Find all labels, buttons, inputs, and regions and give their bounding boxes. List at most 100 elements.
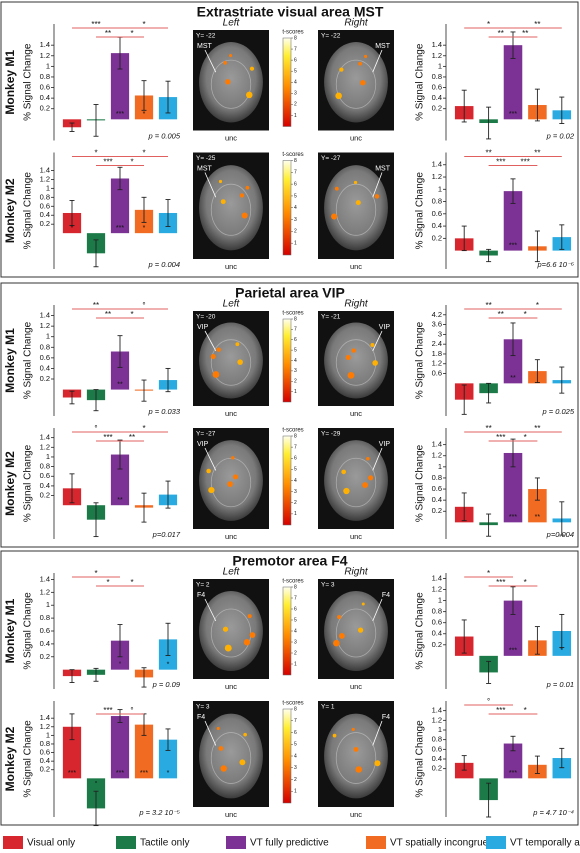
y-tick-label: 1 <box>46 730 50 739</box>
comparison-label: ** <box>534 149 540 158</box>
bar-label: * <box>71 225 74 232</box>
colorbar-tick-label: 5 <box>294 69 297 75</box>
y-tick-label: 0.2 <box>40 104 50 113</box>
colorbar-tick-label: 3 <box>294 217 297 223</box>
hemisphere-label: Left <box>223 299 241 310</box>
region-arrow <box>372 447 383 471</box>
region-arrow <box>372 330 383 352</box>
brain-slice-inner <box>335 59 377 109</box>
colorbar-tick-label: 6 <box>294 456 297 462</box>
threshold-label: unc <box>225 262 237 271</box>
y-tick-label: 0.6 <box>432 484 442 493</box>
brain-slice-inner <box>210 457 252 508</box>
comparison-label: ** <box>498 310 504 319</box>
y-tick-label: 0.6 <box>432 618 442 627</box>
y-tick-label: 0.4 <box>432 221 442 230</box>
y-tick-label: 1.2 <box>40 587 50 596</box>
region-arrow <box>204 172 217 198</box>
colorbar-title: t-scores <box>282 579 303 585</box>
activation-blob <box>245 91 253 99</box>
comparison-label: ** <box>105 310 111 319</box>
colorbar <box>282 708 292 804</box>
y-tick-label: 0.4 <box>40 93 50 102</box>
region-label: MST <box>197 165 213 172</box>
activation-blob <box>339 67 344 72</box>
colorbar-tick-label: 5 <box>294 467 297 473</box>
y-tick-label: 0.2 <box>40 374 50 383</box>
p-value: p = 4.7 10⁻⁴ <box>532 808 574 817</box>
y-tick-label: 0.6 <box>432 209 442 218</box>
monkey-label: Monkey M1 <box>3 598 17 663</box>
y-tick-label: 0.2 <box>40 652 50 661</box>
comparison-label: ° <box>130 706 133 715</box>
brain-slice <box>199 322 263 399</box>
colorbar <box>282 160 292 256</box>
bar-label: *** <box>116 225 124 232</box>
bar-label: *** <box>509 770 517 777</box>
comparison-label: ** <box>485 301 491 310</box>
bar <box>454 762 474 779</box>
region-label: F4 <box>197 714 205 721</box>
slice-label: Y= 1 <box>321 704 335 711</box>
bar-label: * <box>143 111 146 118</box>
y-tick-label: 1.2 <box>432 51 442 60</box>
slice-label: Y= -22 <box>321 33 341 40</box>
y-tick-label: 1 <box>46 61 50 70</box>
colorbar-tick-label: 8 <box>294 433 297 439</box>
bar <box>503 600 523 656</box>
region-label: VIP <box>197 324 209 331</box>
legend-label: VT temporally asynchronous <box>510 838 580 849</box>
comparison-label: * <box>142 424 145 433</box>
comparison-label: * <box>94 569 97 578</box>
comparison-label: * <box>524 433 527 442</box>
y-tick-label: 1.2 <box>432 172 442 181</box>
p-value: p = 0.09 <box>152 680 181 689</box>
y-tick-label: 0.6 <box>432 369 442 378</box>
bar-label: *** <box>509 514 517 521</box>
activation-blob <box>222 626 229 632</box>
colorbar-tick-label: 1 <box>294 661 297 667</box>
y-tick-label: 1.4 <box>40 713 50 722</box>
monkey-label: Monkey M2 <box>3 726 17 791</box>
colorbar-tick-label: 6 <box>294 606 297 612</box>
bar-label: ° <box>119 661 122 669</box>
y-tick-label: 0.4 <box>40 756 50 765</box>
bar <box>552 758 572 779</box>
y-tick-label: 1.2 <box>432 715 442 724</box>
region-arrow <box>204 720 217 746</box>
panel-border <box>0 282 579 548</box>
hemisphere-label: Right <box>344 567 369 578</box>
colorbar-tick-label: 1 <box>294 241 297 247</box>
colorbar-tick-label: 4 <box>294 80 297 86</box>
brain-slice-inner <box>210 732 252 784</box>
bar-label: * <box>167 662 170 669</box>
activation-blob <box>218 746 224 751</box>
threshold-label: unc <box>350 133 362 142</box>
colorbar-tick-label: 7 <box>294 718 297 724</box>
comparison-label: *** <box>521 158 530 167</box>
y-tick-label: 0.6 <box>432 83 442 92</box>
activation-blob <box>212 371 220 378</box>
hemisphere-label: Right <box>344 18 369 29</box>
activation-blob <box>368 475 374 481</box>
region-label: F4 <box>197 592 205 599</box>
brain-slice <box>324 42 388 123</box>
y-tick-label: 0.6 <box>40 83 50 92</box>
y-axis-label: % Signal Change <box>415 321 426 399</box>
y-tick-label: 1 <box>438 596 442 605</box>
y-tick-label: 1.4 <box>432 574 442 583</box>
y-tick-label: 1 <box>46 452 50 461</box>
colorbar-tick-label: 2 <box>294 229 297 235</box>
colorbar <box>282 435 292 526</box>
activation-blob <box>374 760 381 767</box>
activation-blob <box>206 468 211 474</box>
bar <box>528 489 547 523</box>
y-tick-label: 0.8 <box>432 735 442 744</box>
activation-blob <box>224 644 232 652</box>
activation-blob <box>208 486 215 494</box>
activation-blob <box>337 614 342 620</box>
p-value: p = 0.005 <box>148 131 181 140</box>
bar-label: *** <box>116 770 124 777</box>
activation-blob <box>235 342 240 347</box>
